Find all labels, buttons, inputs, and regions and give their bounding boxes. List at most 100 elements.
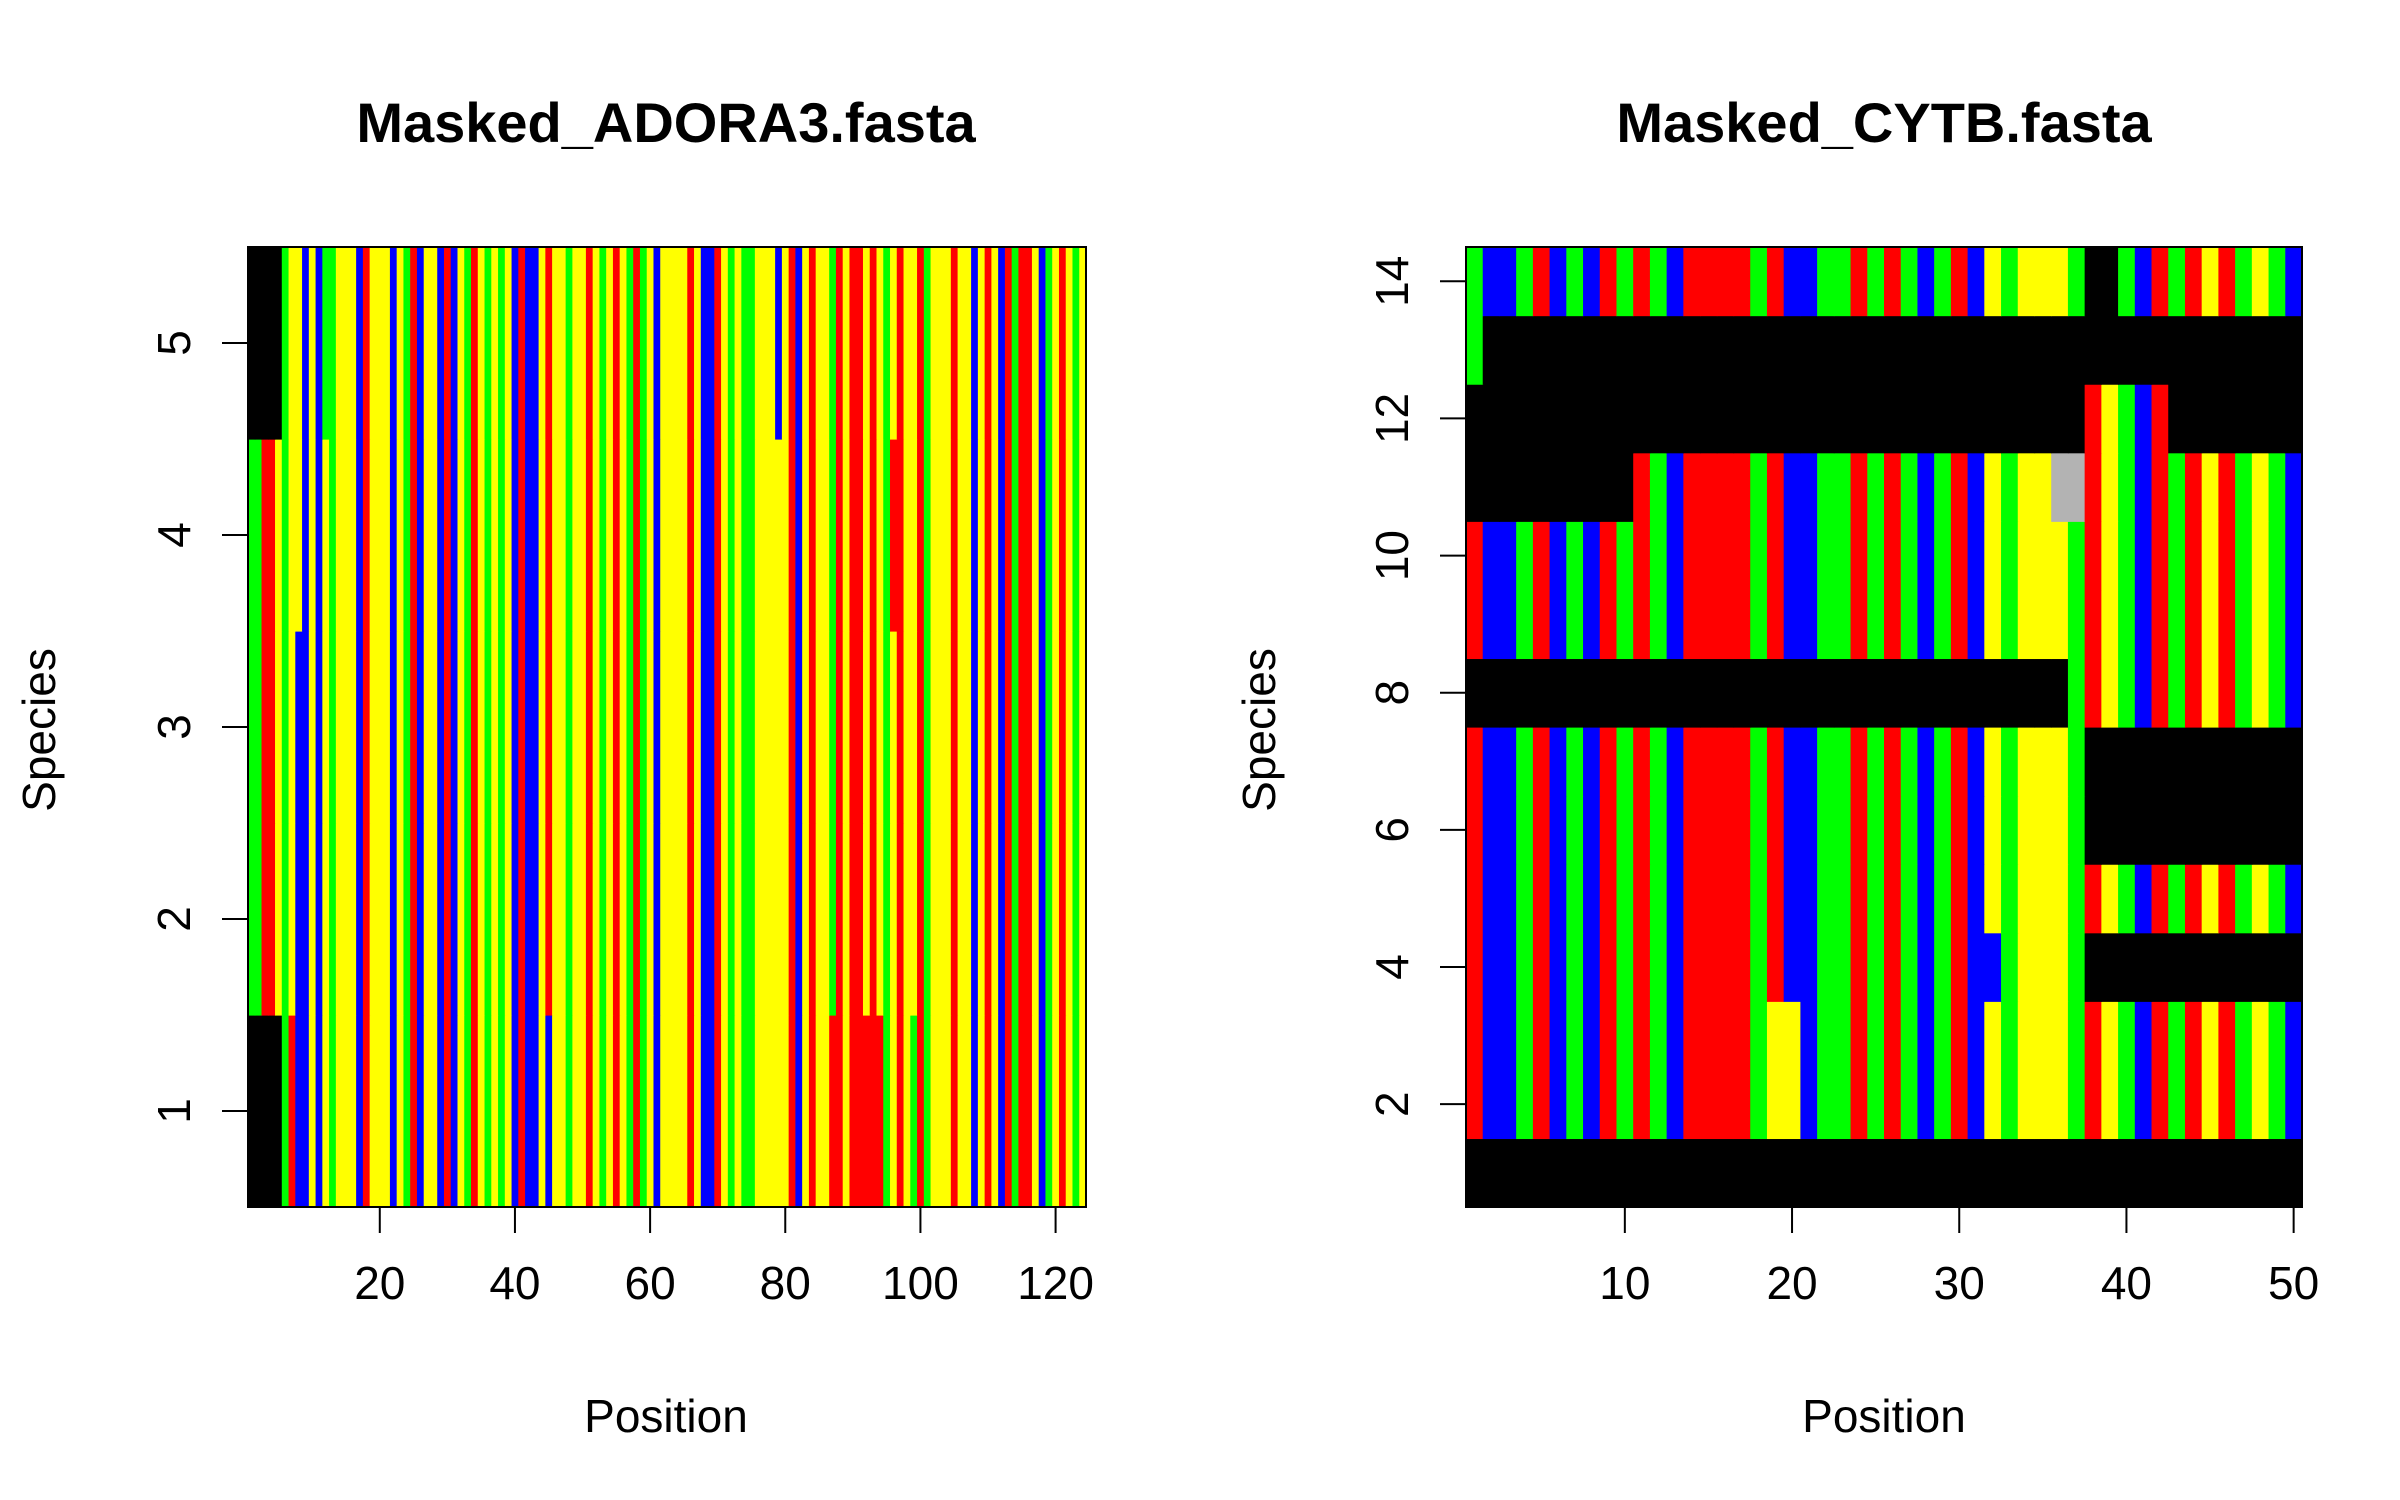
heatmap-cell [781, 631, 790, 824]
heatmap-cell [1833, 315, 1852, 385]
heatmap-cell [2268, 727, 2286, 797]
heatmap-cell [329, 247, 337, 440]
heatmap-cell [443, 247, 452, 440]
heatmap-cell [362, 439, 371, 632]
heatmap-cell [531, 823, 540, 1016]
heatmap-cell [403, 1015, 411, 1208]
heatmap-cell [944, 247, 952, 440]
heatmap-cell [2134, 727, 2153, 797]
heatmap-cell [1800, 315, 1818, 385]
heatmap-cell [741, 823, 749, 1016]
heatmap-cell [849, 631, 857, 824]
heatmap-cell [2051, 1069, 2069, 1140]
heatmap-cell [977, 439, 986, 632]
heatmap-cell [606, 247, 614, 440]
heatmap-cell [322, 439, 330, 632]
heatmap-cell [950, 631, 959, 824]
heatmap-cell [471, 823, 479, 1016]
heatmap-cell [1566, 864, 1584, 934]
heatmap-cell [383, 247, 391, 440]
heatmap-cell [2285, 452, 2303, 522]
heatmap-cell [910, 439, 918, 632]
heatmap-cell [1482, 247, 1501, 317]
heatmap-cell [518, 439, 526, 632]
heatmap-cell [1867, 795, 1885, 865]
heatmap-cell [1716, 1069, 1735, 1140]
heatmap-cell [1516, 1001, 1534, 1071]
heatmap-cell [1482, 521, 1501, 591]
heatmap-cell [1950, 315, 1969, 385]
heatmap-cell [1599, 247, 1618, 317]
heatmap-cell [1031, 1015, 1040, 1208]
heatmap-cell [937, 631, 945, 824]
heatmap-cell [275, 247, 283, 440]
heatmap-cell [1025, 1015, 1033, 1208]
heatmap-cell [768, 823, 776, 1016]
heatmap-cell [362, 823, 371, 1016]
heatmap-cell [1766, 1138, 1785, 1208]
heatmap-cell [1011, 823, 1020, 1016]
heatmap-cell [2184, 864, 2203, 934]
heatmap-cell [1950, 247, 1969, 317]
heatmap-cell [525, 439, 533, 632]
heatmap-cell [1917, 1069, 1935, 1140]
heatmap-cell [998, 439, 1006, 632]
heatmap-cell [1004, 823, 1013, 1016]
heatmap-cell [1733, 452, 1751, 522]
heatmap-cell [2051, 795, 2069, 865]
heatmap-cell [538, 439, 546, 632]
heatmap-cell [1700, 247, 1718, 317]
heatmap-cell [802, 439, 810, 632]
heatmap-cell [518, 247, 526, 440]
heatmap-cell [2168, 315, 2186, 385]
heatmap-cell [275, 631, 283, 824]
heatmap-cell [498, 247, 506, 440]
heatmap-cell [1018, 631, 1026, 824]
heatmap-cell [2151, 727, 2169, 797]
heatmap-cell [491, 439, 499, 632]
heatmap-cell [660, 631, 668, 824]
heatmap-cell [1833, 795, 1852, 865]
heatmap-cell [1917, 384, 1935, 454]
heatmap-cell [1045, 631, 1053, 824]
heatmap-cell [1633, 384, 1651, 454]
heatmap-cell [680, 1015, 688, 1208]
heatmap-cell [2251, 727, 2270, 797]
heatmap-cell [2218, 521, 2236, 591]
heatmap-cell [2084, 315, 2102, 385]
heatmap-cell [1018, 247, 1026, 440]
heatmap-cell [1884, 589, 1902, 660]
heatmap-cell [2084, 452, 2102, 522]
x-axis: 10 20 30 40 50 [1599, 1207, 2319, 1309]
heatmap-cell [977, 247, 986, 440]
heatmap-cell [2034, 384, 2052, 454]
heatmap-cell [1549, 795, 1567, 865]
heatmap-cell [2051, 1001, 2069, 1071]
heatmap-cell [1766, 932, 1785, 1002]
heatmap-cell [1716, 589, 1735, 660]
heatmap-cell [1633, 521, 1651, 591]
heatmap-cell [423, 1015, 432, 1208]
heatmap-cell [2134, 315, 2153, 385]
heatmap-cell [457, 631, 465, 824]
heatmap-cell [1683, 521, 1701, 591]
heatmap-cell [322, 1015, 330, 1208]
heatmap-cell [862, 823, 871, 1016]
heatmap-cell [856, 823, 864, 1016]
heatmap-cell [1867, 727, 1885, 797]
heatmap-cell [1700, 864, 1718, 934]
y-tick-label: 4 [148, 522, 200, 548]
heatmap-cell [2268, 1138, 2286, 1208]
heatmap-cell [1817, 1069, 1835, 1140]
heatmap-cell [1583, 795, 1601, 865]
heatmap-cell [856, 247, 864, 440]
heatmap-cell [1666, 932, 1684, 1002]
heatmap-cell [1850, 932, 1868, 1002]
heatmap-cell [2268, 1001, 2286, 1071]
heatmap-cell [477, 631, 486, 824]
heatmap-cell [1038, 631, 1047, 824]
heatmap-cell [606, 823, 614, 1016]
heatmap-cell [2235, 1138, 2253, 1208]
heatmap-cell [1800, 727, 1818, 797]
heatmap-cell [917, 631, 925, 824]
